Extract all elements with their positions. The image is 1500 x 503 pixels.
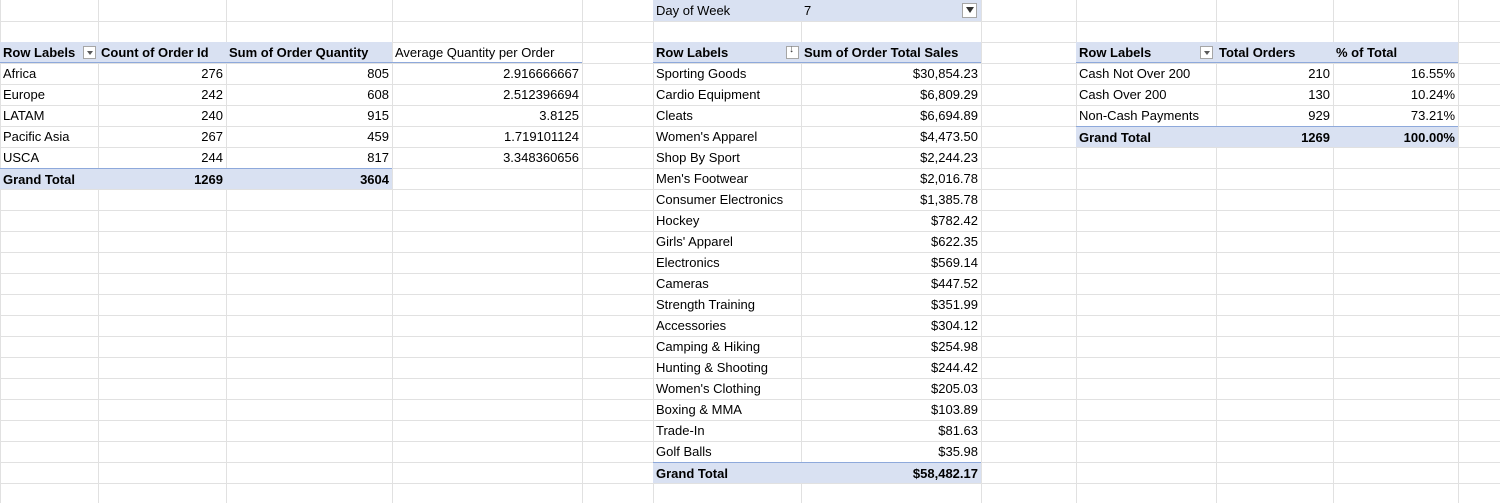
region-row-cell: Europe — [3, 87, 45, 102]
category-row-cell: Strength Training — [656, 297, 756, 312]
filter-funnel-icon[interactable] — [962, 3, 977, 18]
region-total-label: Grand Total — [0, 168, 98, 189]
category-row-cell: $35.98 — [938, 444, 978, 459]
region-row-labels-dropdown-icon[interactable] — [83, 46, 96, 59]
category-row-cell: Cameras — [656, 276, 709, 291]
region-row-cell: USCA — [3, 150, 40, 165]
region-row-cell: 244 — [201, 150, 223, 165]
category-total-label: Grand Total — [653, 462, 801, 483]
region-row-cell: 915 — [367, 108, 389, 123]
category-row-cell: Electronics — [656, 255, 720, 270]
payment-total-percent: 100.00% — [1333, 126, 1458, 147]
region-header-count: Count of Order Id — [98, 42, 226, 63]
payment-header-total-orders: Total Orders — [1216, 42, 1333, 63]
category-row-cell: $447.52 — [931, 276, 978, 291]
region-row-cell: 267 — [201, 129, 223, 144]
category-row-cell: $304.12 — [931, 318, 978, 333]
category-row-cell: Golf Balls — [656, 444, 712, 459]
category-row-cell: $30,854.23 — [912, 66, 978, 81]
category-row-cell: Cleats — [656, 108, 693, 123]
category-row-cell: Women's Clothing — [656, 381, 761, 396]
category-row-cell: $2,016.78 — [920, 171, 978, 186]
category-row-cell: Cardio Equipment — [656, 87, 761, 102]
payment-row-cell: Non-Cash Payments — [1079, 108, 1199, 123]
region-row-cell: 817 — [367, 150, 389, 165]
region-total-sum-qty: 3604 — [226, 168, 392, 189]
region-header-avg: Average Quantity per Order — [392, 42, 582, 63]
category-row-cell: $81.63 — [938, 423, 978, 438]
category-row-cell: $351.99 — [931, 297, 978, 312]
category-row-cell: Girls' Apparel — [656, 234, 733, 249]
payment-header-row-labels: Row Labels — [1076, 42, 1216, 63]
region-row-cell: 1.719101124 — [504, 129, 579, 144]
category-row-cell: Men's Footwear — [656, 171, 749, 186]
region-row-cell: 608 — [367, 87, 389, 102]
region-row-cell: Pacific Asia — [3, 129, 70, 144]
category-row-cell: Hunting & Shooting — [656, 360, 769, 375]
category-header-row-labels: Row Labels — [653, 42, 801, 63]
payment-row-cell: 73.21% — [1410, 108, 1455, 123]
category-row-cell: Women's Apparel — [656, 129, 758, 144]
region-row-cell: 459 — [367, 129, 389, 144]
category-row-cell: Trade-In — [656, 423, 705, 438]
category-row-cell: $782.42 — [931, 213, 978, 228]
category-row-cell: $103.89 — [931, 402, 978, 417]
payment-total-orders: 1269 — [1216, 126, 1333, 147]
payment-row-cell: 10.24% — [1410, 87, 1455, 102]
region-row-cell: Africa — [3, 66, 37, 81]
filter-value[interactable]: 7 — [801, 0, 981, 21]
category-header-sales: Sum of Order Total Sales — [801, 42, 981, 63]
payment-row-labels-dropdown-icon[interactable] — [1200, 46, 1213, 59]
category-row-cell: Boxing & MMA — [656, 402, 742, 417]
region-row-cell: 2.512396694 — [503, 87, 579, 102]
region-row-cell: 3.348360656 — [503, 150, 579, 165]
region-header-sum-qty: Sum of Order Quantity — [226, 42, 392, 63]
category-row-cell: $205.03 — [931, 381, 978, 396]
category-total-sales: $58,482.17 — [801, 462, 981, 483]
payment-row-cell: Cash Over 200 — [1079, 87, 1167, 102]
category-sort-dropdown-icon[interactable] — [786, 44, 799, 59]
region-row-cell: 3.8125 — [539, 108, 579, 123]
category-row-cell: $4,473.50 — [920, 129, 978, 144]
category-row-cell: $622.35 — [931, 234, 978, 249]
category-row-cell: Sporting Goods — [656, 66, 747, 81]
payment-row-cell: Cash Not Over 200 — [1079, 66, 1191, 81]
region-total-count: 1269 — [98, 168, 226, 189]
region-row-cell: 242 — [201, 87, 223, 102]
region-row-cell: 805 — [367, 66, 389, 81]
category-row-cell: Consumer Electronics — [656, 192, 784, 207]
region-row-cell: 276 — [201, 66, 223, 81]
payment-row-cell: 210 — [1308, 66, 1330, 81]
payment-row-cell: 929 — [1308, 108, 1330, 123]
category-row-cell: Hockey — [656, 213, 700, 228]
region-header-row-labels-text: Row Labels — [3, 45, 76, 60]
region-row-cell: LATAM — [3, 108, 45, 123]
payment-row-cell: 130 — [1308, 87, 1330, 102]
category-row-cell: $6,809.29 — [920, 87, 978, 102]
category-row-cell: $244.42 — [931, 360, 978, 375]
region-row-cell: 2.916666667 — [503, 66, 579, 81]
category-row-cell: $569.14 — [931, 255, 978, 270]
payment-row-cell: 16.55% — [1410, 66, 1455, 81]
category-row-cell: Shop By Sport — [656, 150, 740, 165]
category-row-cell: $2,244.23 — [920, 150, 978, 165]
category-row-cell: $6,694.89 — [920, 108, 978, 123]
category-row-cell: $254.98 — [931, 339, 978, 354]
region-row-cell: 240 — [201, 108, 223, 123]
region-header-row-labels: Row Labels — [0, 42, 98, 63]
filter-label: Day of Week — [653, 0, 801, 21]
payment-header-percent: % of Total — [1333, 42, 1458, 63]
category-row-cell: Camping & Hiking — [656, 339, 761, 354]
payment-total-label: Grand Total — [1076, 126, 1216, 147]
category-row-cell: $1,385.78 — [920, 192, 978, 207]
category-row-cell: Accessories — [656, 318, 727, 333]
